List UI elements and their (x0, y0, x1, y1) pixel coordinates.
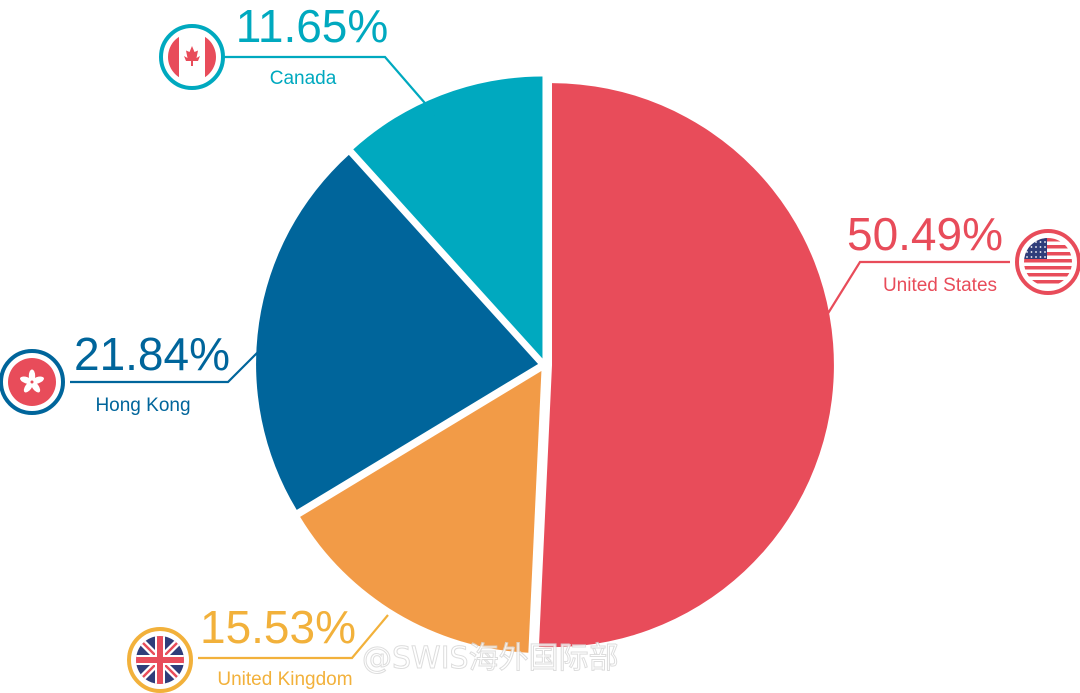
us-flag-icon (1015, 229, 1080, 295)
watermark: @SWIS海外国际部 (362, 641, 619, 676)
category-label-united-states: United States (883, 275, 997, 296)
category-label-united-kingdom: United Kingdom (217, 669, 352, 690)
slice-hong-kong (256, 154, 539, 510)
callout-line-united-states (821, 260, 1010, 324)
value-label-hong-kong: 21.84% (74, 328, 230, 380)
uk-flag-icon (127, 627, 193, 693)
slice-united-kingdom (300, 371, 542, 653)
callout-line-united-kingdom (198, 614, 389, 660)
flags (0, 24, 1080, 693)
callout-line-hong-kong (70, 344, 266, 384)
slice-united-states (538, 83, 834, 648)
callout-line-canada (222, 55, 438, 118)
hong-kong-flag-icon (0, 349, 65, 415)
value-label-united-states: 50.49% (847, 208, 1003, 260)
category-label-canada: Canada (270, 68, 337, 89)
callouts (70, 55, 1010, 660)
pie-slices (256, 76, 834, 653)
value-label-united-kingdom: 15.53% (200, 601, 356, 653)
slice-canada (353, 76, 543, 359)
labels: 50.49% United States 15.53% United Kingdom 2… (74, 0, 1003, 690)
category-label-hong-kong: Hong Kong (95, 395, 190, 416)
value-label-canada: 11.65% (236, 0, 389, 52)
canada-flag-icon (159, 24, 225, 90)
